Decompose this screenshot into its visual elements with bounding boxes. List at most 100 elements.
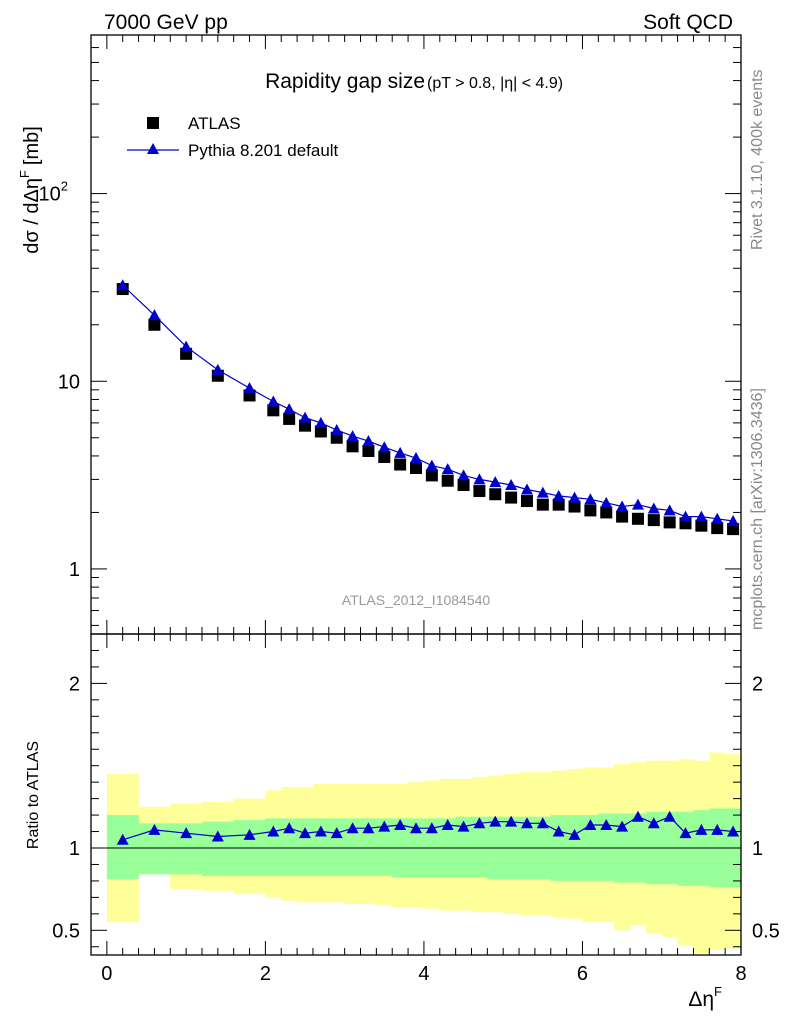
- ratio-mc-point: [116, 833, 129, 845]
- ratio-mc-point: [647, 817, 660, 829]
- mc-point: [520, 483, 533, 495]
- mc-point: [346, 430, 359, 442]
- atlas-point: [520, 495, 533, 508]
- main-axis-ticks: 1 10 102: [39, 34, 742, 634]
- atlas-point: [425, 469, 438, 482]
- mc-point: [180, 340, 193, 352]
- atlas-point: [148, 318, 161, 331]
- watermark: ATLAS_2012_I1084540: [342, 592, 491, 608]
- ratio-xtick-label: 8: [735, 963, 746, 985]
- ratio-mc-point: [600, 818, 613, 830]
- ratio-mc-point: [283, 822, 296, 834]
- ratio-xtick-label: 6: [577, 963, 588, 985]
- main-marks: [116, 279, 740, 536]
- main-ytick-label: 1: [69, 559, 80, 581]
- ratio-ytick-label-right: 0.5: [752, 920, 780, 942]
- atlas-point: [584, 504, 597, 517]
- atlas-point: [362, 444, 375, 457]
- mc-line: [122, 284, 734, 522]
- ratio-ylabel: Ratio to ATLAS: [25, 741, 42, 849]
- band-inner: [455, 816, 472, 878]
- ratio-mc-point: [695, 823, 708, 835]
- ratio-ytick-label-right: 1: [752, 838, 763, 860]
- mc-point: [243, 382, 256, 394]
- ratio-mc-point: [330, 827, 343, 839]
- atlas-point: [394, 458, 407, 471]
- atlas-point: [600, 506, 613, 519]
- ratio-mc-point: [346, 822, 359, 834]
- ratio-mc-point: [299, 827, 312, 839]
- mc-point: [116, 279, 129, 291]
- ratio-xlabel: ΔηF: [688, 984, 722, 1011]
- atlas-point: [695, 519, 708, 532]
- mc-point: [148, 309, 161, 321]
- header-right: Soft QCD: [643, 11, 733, 34]
- ratio-mc-point: [584, 818, 597, 830]
- atlas-point: [711, 522, 724, 535]
- mc-point: [410, 451, 422, 463]
- band-inner: [328, 818, 345, 876]
- header-left: 7000 GeV pp: [104, 11, 228, 34]
- mc-point: [425, 459, 438, 471]
- main-title: Rapidity gap size: [265, 70, 425, 93]
- ratio-panel: 0 2 4 6 8 0.5 0.5 1 1 2 2 Ratio to ATLAS ΔηF: [25, 633, 780, 1011]
- ratio-mc-point: [568, 828, 581, 840]
- ratio-mc-point: [425, 822, 438, 834]
- main-ytick-label: 102: [39, 179, 68, 206]
- ratio-mc-point: [616, 820, 629, 832]
- side-label-source: mcplots.cern.ch [arXiv:1306.3436]: [749, 388, 766, 630]
- ratio-ytick-label-right: 2: [752, 673, 763, 695]
- ratio-mc-point: [211, 830, 224, 842]
- ratio-mc-point: [180, 827, 193, 839]
- atlas-point: [441, 474, 454, 487]
- main-panel: Rapidity gap size (pT > 0.8, |η| < 4.9) …: [17, 34, 742, 635]
- ratio-xlabel-sup: F: [714, 984, 722, 999]
- ratio-mc-point: [378, 820, 391, 832]
- main-ylabel-sup: F: [17, 170, 32, 178]
- ratio-mc-point: [489, 815, 502, 827]
- main-ylabel: dσ / dΔηF [mb]: [17, 126, 43, 254]
- atlas-point: [552, 498, 565, 511]
- ratio-mc-point: [631, 810, 644, 822]
- atlas-point: [378, 450, 391, 463]
- mc-point: [505, 479, 518, 491]
- ratio-mc-point: [148, 823, 161, 835]
- mc-point: [584, 493, 597, 505]
- mc-point: [663, 504, 676, 516]
- atlas-point: [346, 440, 359, 453]
- ratio-mc-point: [410, 822, 422, 834]
- ratio-xtick-label: 0: [101, 963, 112, 985]
- main-ytick-label: 10: [58, 371, 80, 393]
- band-inner: [677, 811, 694, 886]
- legend: ATLAS Pythia 8.201 default: [127, 114, 339, 160]
- ratio-frame: [90, 633, 742, 956]
- mc-point: [600, 496, 613, 508]
- mc-point: [568, 491, 581, 503]
- atlas-point: [473, 485, 486, 498]
- band-inner: [106, 815, 139, 880]
- mc-point: [679, 510, 692, 522]
- atlas-point: [727, 523, 740, 536]
- mc-point: [394, 446, 407, 458]
- ratio-mc-point: [711, 823, 724, 835]
- ratio-mc-point: [243, 828, 256, 840]
- ratio-mc-point: [663, 810, 676, 822]
- ratio-axis-ticks: 0 2 4 6 8 0.5 0.5 1 1 2 2: [52, 634, 780, 985]
- atlas-point: [267, 404, 280, 417]
- ratio-mc-point: [536, 817, 549, 829]
- mc-point: [314, 416, 327, 428]
- mc-point: [211, 363, 224, 375]
- legend-marker-atlas: [147, 117, 159, 129]
- mc-point: [647, 502, 660, 514]
- mc-point: [695, 510, 708, 522]
- side-label-events: Rivet 3.1.10, 400k events: [749, 69, 766, 250]
- mc-point: [299, 411, 312, 423]
- ratio-mc-point: [505, 815, 518, 827]
- mc-point: [616, 500, 629, 512]
- atlas-point: [536, 498, 549, 511]
- mc-point: [552, 489, 565, 501]
- legend-label-atlas: ATLAS: [188, 114, 241, 133]
- svg-text:dσ / dΔηF[mb]: dσ / dΔηF [mb]: [17, 126, 43, 254]
- ratio-ytick-label-left: 0.5: [52, 920, 80, 942]
